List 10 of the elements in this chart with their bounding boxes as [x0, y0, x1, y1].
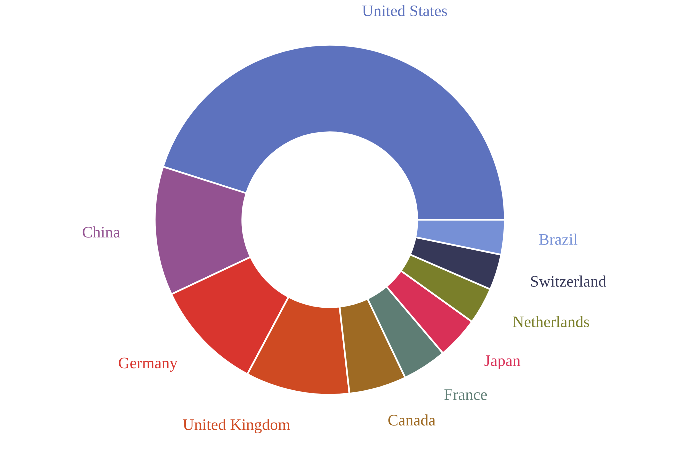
slice-label: Canada — [388, 414, 436, 426]
slice-label: China — [82, 226, 120, 238]
slice-label: Switzerland — [531, 276, 606, 288]
slice-label: France — [444, 390, 488, 400]
slice-label: Japan — [484, 356, 521, 370]
slice-label: United States — [362, 5, 448, 16]
slice-label: Brazil — [539, 234, 578, 246]
slice-label: Germany — [119, 358, 178, 372]
slice-label: United Kingdom — [183, 419, 290, 434]
slice-label: Netherlands — [513, 316, 590, 328]
